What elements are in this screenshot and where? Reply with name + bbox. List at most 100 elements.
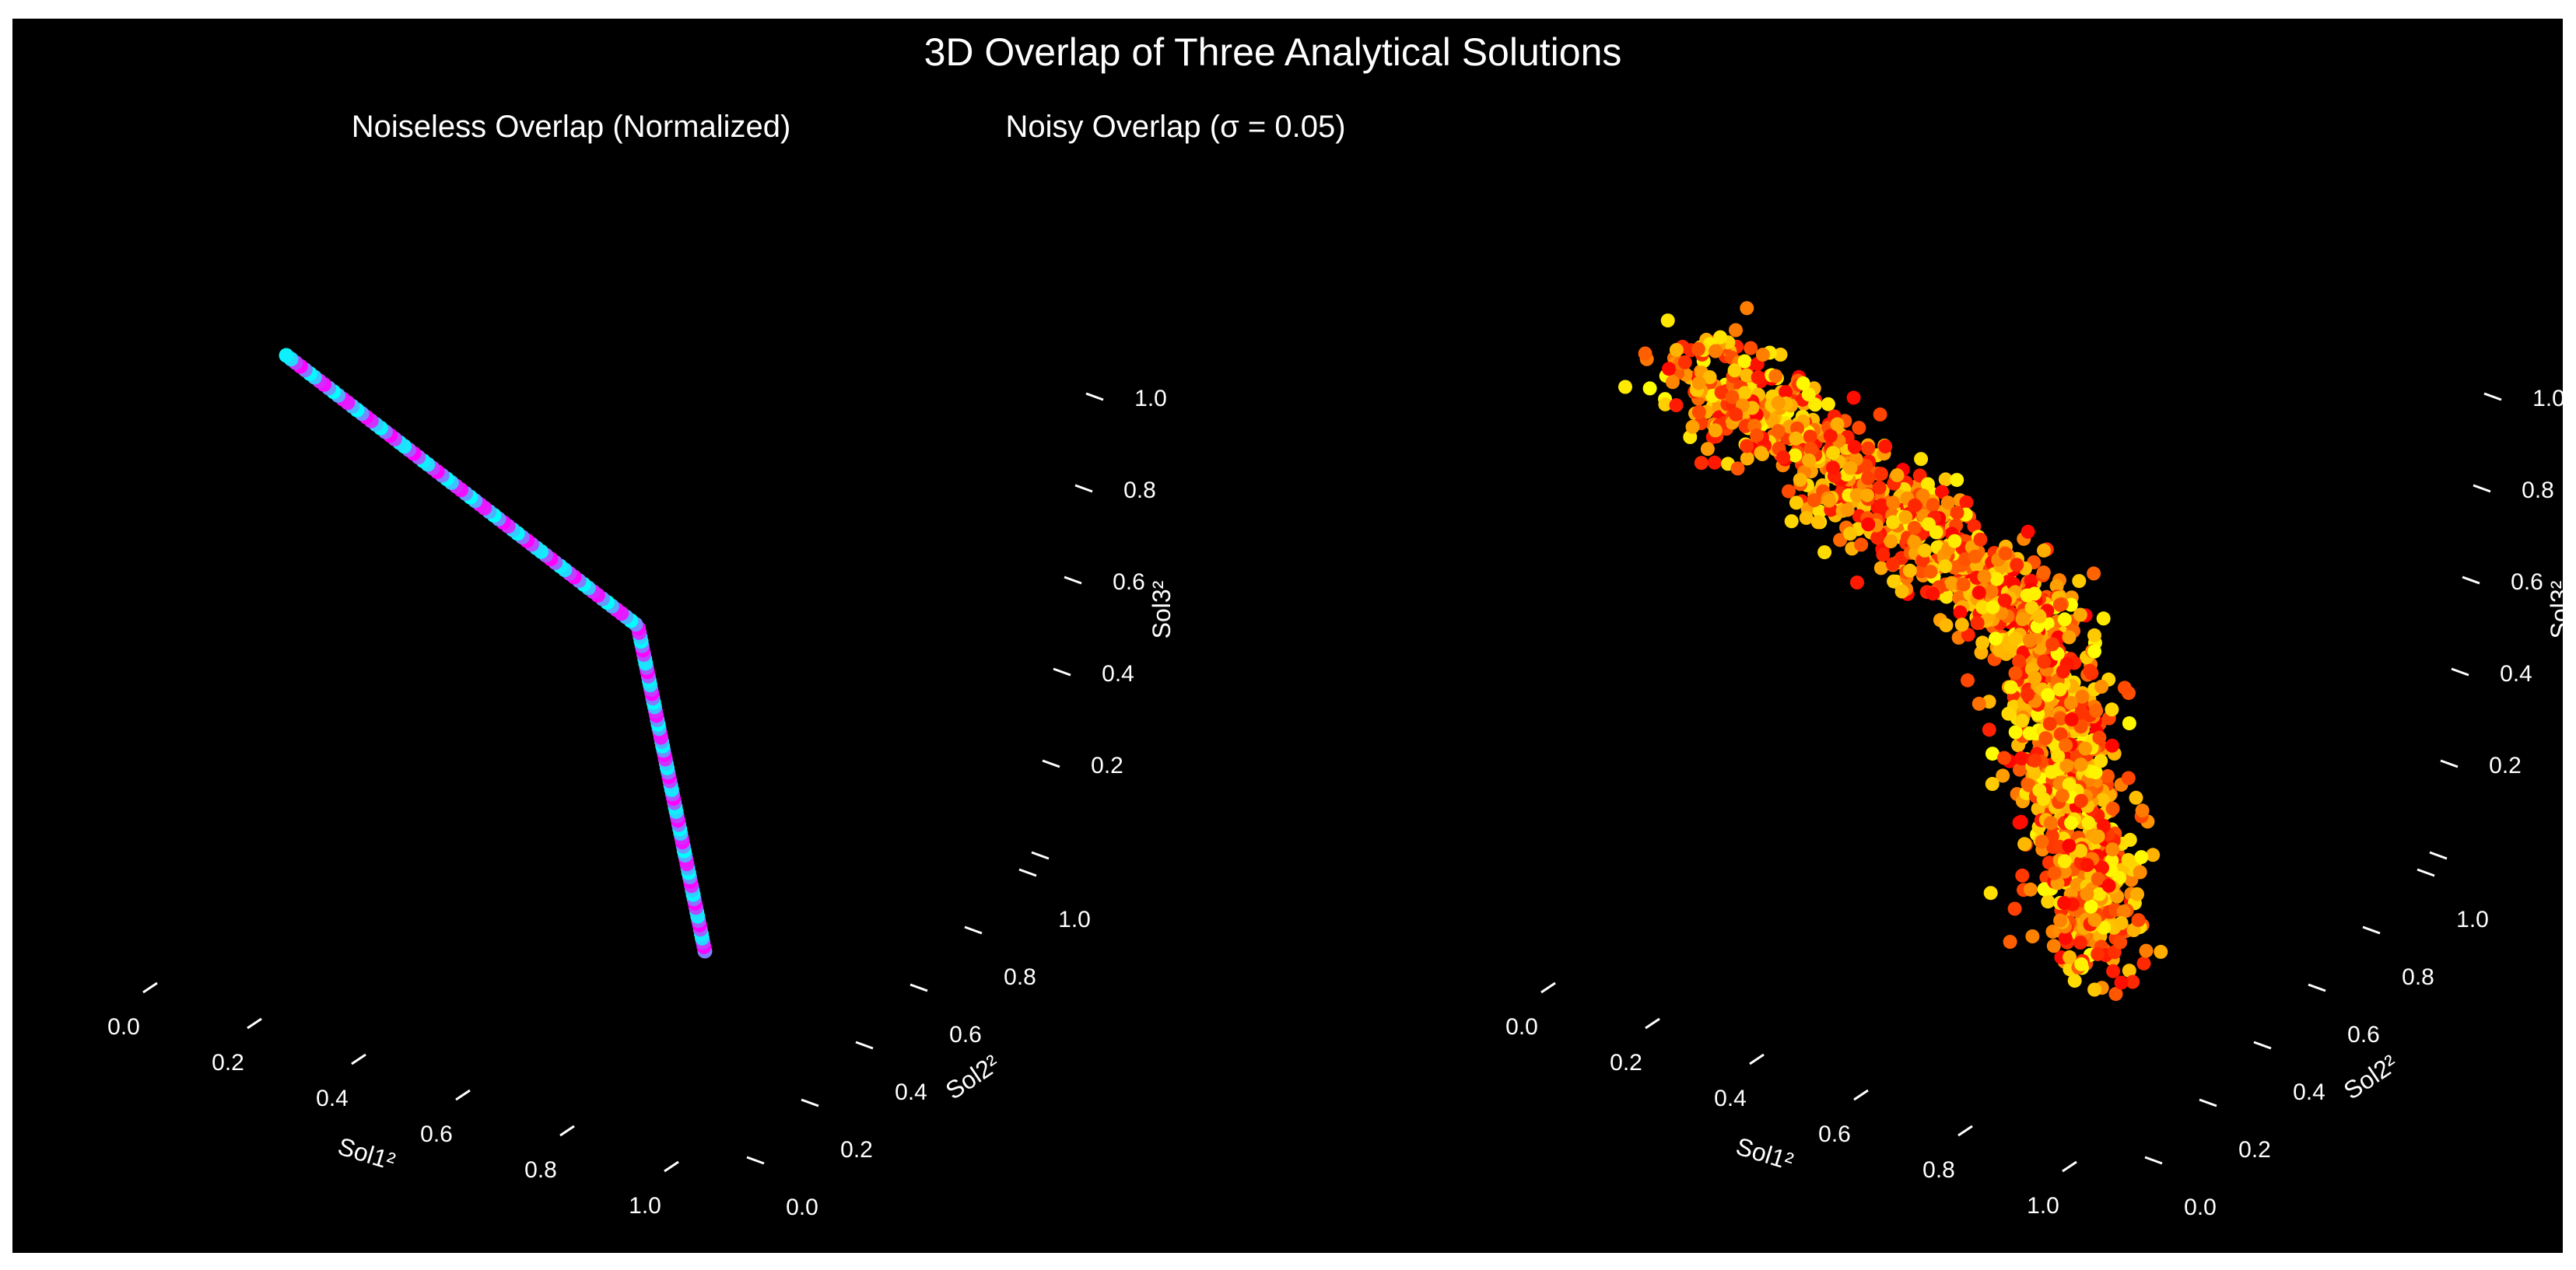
x-tick-label: 1.0: [629, 1193, 661, 1219]
x-tick-label: 0.6: [420, 1121, 453, 1147]
scatter-point: [2041, 687, 2056, 702]
scatter-point: [2113, 935, 2128, 950]
y-tick-mark: [2253, 1041, 2272, 1050]
scatter-point: [2055, 789, 2070, 803]
scatter-point: [1985, 747, 1999, 761]
scatter-point: [1771, 424, 1786, 439]
scatter-points: [279, 348, 713, 959]
scatter-point: [1898, 509, 1913, 524]
figure-canvas: 3D Overlap of Three Analytical Solutions…: [107, 30, 2563, 1220]
scatter-point: [2043, 816, 2058, 831]
scatter-point: [1917, 543, 1932, 558]
scatter-point: [2105, 801, 2120, 816]
scatter-point: [1771, 396, 1786, 411]
scatter-point: [2074, 957, 2089, 971]
scatter-point: [2001, 706, 2016, 721]
scatter-point: [1926, 586, 1940, 601]
z-tick-mark: [2440, 759, 2459, 768]
z-tick-mark: [1031, 851, 1050, 860]
scatter-point: [1691, 341, 1705, 356]
scatter-point: [2073, 607, 2087, 622]
scatter-point: [1954, 618, 1969, 632]
z-tick-mark: [1074, 484, 1093, 493]
scatter-point: [1803, 442, 1818, 457]
scatter-point: [1971, 586, 1986, 600]
z-tick-mark: [1064, 576, 1082, 585]
scatter-point: [1660, 313, 1675, 328]
scatter-point: [1843, 527, 1857, 541]
scatter-point: [1886, 515, 1901, 530]
scatter-point: [2131, 913, 2146, 928]
scatter-point: [2028, 753, 2042, 768]
scatter-point: [1847, 439, 1862, 454]
scatter-point: [1694, 456, 1709, 471]
z-tick-label: 0.6: [2511, 569, 2543, 595]
scatter-point: [1938, 472, 1953, 487]
scatter-point: [1971, 696, 1986, 711]
scatter-point: [2091, 946, 2105, 961]
scatter-point: [2092, 887, 2107, 901]
scatter-point: [1665, 375, 1680, 390]
scatter-point: [1938, 559, 1953, 574]
scatter-point: [1947, 534, 1962, 548]
scatter-point: [1873, 467, 1888, 481]
z-tick-label: 0.8: [1123, 478, 1156, 503]
scatter-point: [2023, 633, 2037, 648]
y-tick-label: 0.8: [2402, 964, 2434, 990]
scatter-point: [1902, 563, 1917, 578]
x-tick-mark: [1957, 1125, 1973, 1137]
scatter-point: [1953, 605, 1968, 620]
scatter-point: [2020, 687, 2035, 701]
scatter-point: [1754, 446, 1768, 460]
z-tick-label: 1.0: [1134, 386, 1167, 411]
scatter-point: [1887, 574, 1901, 589]
scatter-point: [1727, 363, 1742, 378]
scatter-point: [1638, 346, 1652, 361]
scatter-point: [2094, 754, 2108, 768]
scatter-point: [2020, 524, 2035, 539]
scatter-point: [2045, 828, 2059, 843]
scatter-point: [2129, 790, 2143, 805]
scatter-point: [2038, 731, 2053, 746]
y-tick-mark: [801, 1098, 819, 1107]
scatter-point: [1740, 439, 1754, 453]
x-tick-mark: [1645, 1017, 1660, 1030]
scatter-point: [1874, 498, 1889, 513]
scatter-point: [2049, 579, 2064, 593]
scatter-point: [2091, 872, 2105, 887]
scatter-point: [1970, 616, 1985, 631]
scatter-point: [1821, 493, 1836, 508]
scatter-point: [1714, 385, 1729, 400]
scatter-point: [2081, 816, 2096, 831]
scatter-point: [2035, 834, 2049, 849]
scatter-point: [2094, 680, 2109, 694]
x-tick-label: 0.8: [1922, 1157, 1955, 1183]
scatter-point: [1773, 348, 1788, 362]
scatter-point: [1975, 635, 1990, 650]
scatter-point: [1843, 460, 1858, 475]
scatter-point: [2063, 695, 2078, 710]
scatter-point: [2114, 915, 2129, 930]
scatter-point: [1922, 517, 1936, 531]
scatter-point: [1789, 495, 1803, 510]
scatter-point: [1982, 722, 1996, 737]
scatter-point: [2036, 792, 2051, 806]
scatter-point: [2101, 769, 2115, 783]
scatter-point: [2073, 936, 2087, 950]
scatter-point: [2057, 854, 2072, 869]
scatter-point: [2062, 838, 2077, 853]
scatter-point: [1894, 584, 1909, 599]
scatter-point: [2062, 777, 2077, 792]
scatter-point: [1840, 502, 1855, 517]
x-axis-label: Sol1²: [335, 1132, 398, 1175]
scatter-point: [1776, 450, 1791, 465]
scatter-point: [2139, 943, 2154, 958]
scatter-point: [2047, 866, 2062, 880]
scatter-point: [1658, 397, 1673, 411]
scatter-point: [1907, 535, 1922, 550]
scatter-point: [2010, 558, 2024, 572]
scatter-point: [2121, 852, 2136, 867]
scatter-point: [1997, 750, 2011, 765]
y-tick-mark: [2199, 1098, 2217, 1107]
scatter-point: [1808, 397, 1822, 412]
